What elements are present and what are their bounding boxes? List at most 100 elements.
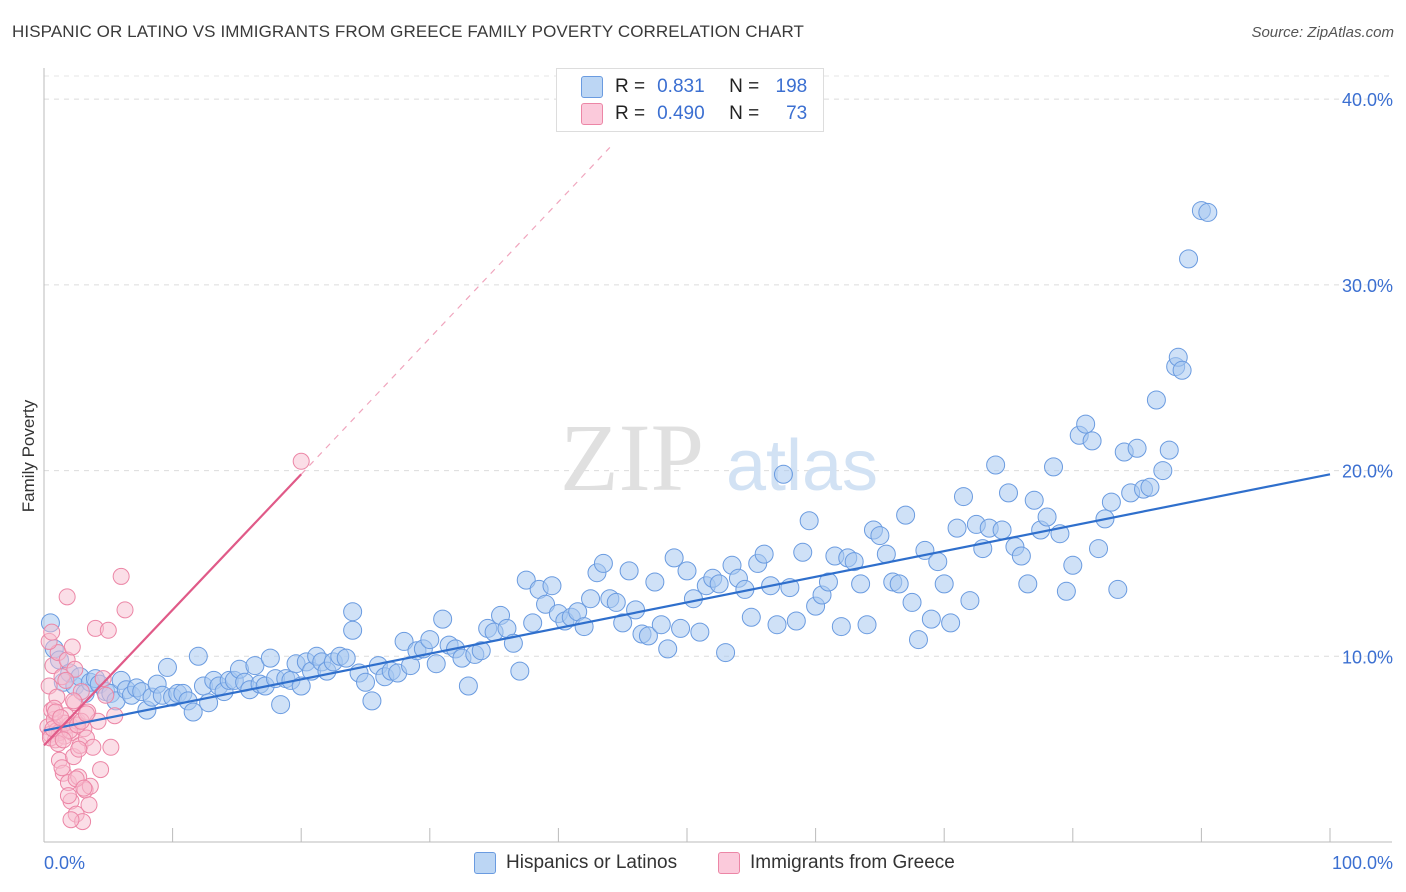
axes	[43, 68, 1392, 843]
data-point-hispanics	[542, 576, 562, 596]
tick-labels: 10.0% 20.0% 30.0% 40.0% 0.0% 100.0%	[44, 90, 1393, 873]
data-point-hispanics	[658, 639, 678, 659]
chart-title: HISPANIC OR LATINO VS IMMIGRANTS FROM GR…	[12, 22, 805, 41]
data-point-hispanics	[947, 518, 967, 538]
legend-label-greece: Immigrants from Greece	[750, 852, 955, 873]
correlation-legend: R = 0.831 N = 198 R = 0.490 N = 73	[556, 68, 824, 132]
data-point-hispanics	[1127, 438, 1147, 458]
data-point-hispanics	[786, 611, 806, 631]
watermark-atlas: atlas	[726, 426, 878, 506]
legend-swatch-blue	[581, 76, 603, 98]
data-point-hispanics	[902, 592, 922, 612]
y-axis-label: Family Poverty	[19, 399, 38, 512]
data-point-hispanics	[767, 615, 787, 635]
data-point-greece	[43, 623, 61, 641]
data-point-hispanics	[1108, 579, 1128, 599]
data-point-hispanics	[458, 676, 478, 696]
data-point-hispanics	[896, 505, 916, 525]
data-point-hispanics	[709, 574, 729, 594]
data-point-greece	[92, 761, 110, 779]
data-point-hispanics	[870, 526, 890, 546]
data-point-greece	[80, 796, 98, 814]
data-point-hispanics	[857, 615, 877, 635]
data-point-hispanics	[1172, 360, 1192, 380]
data-point-hispanics	[928, 552, 948, 572]
y-tick-label: 30.0%	[1342, 276, 1393, 296]
data-point-hispanics	[960, 591, 980, 611]
series-greece-points	[39, 452, 310, 831]
data-point-hispanics	[921, 609, 941, 629]
data-point-hispanics	[260, 648, 280, 668]
data-point-hispanics	[626, 600, 646, 620]
x-tick-label: 100.0%	[1332, 853, 1393, 873]
data-point-hispanics	[581, 589, 601, 609]
data-point-greece	[62, 811, 80, 829]
y-tick-label: 10.0%	[1342, 647, 1393, 667]
data-point-hispanics	[291, 676, 311, 696]
data-point-hispanics	[889, 574, 909, 594]
data-point-hispanics	[677, 561, 697, 581]
data-point-hispanics	[799, 511, 819, 531]
data-point-greece	[292, 452, 310, 470]
data-point-greece	[63, 638, 81, 656]
data-point-hispanics	[754, 544, 774, 564]
data-point-hispanics	[1140, 477, 1160, 497]
bottom-legend-item-greece: Immigrants from Greece	[718, 852, 955, 874]
data-point-hispanics	[516, 570, 536, 590]
data-point-hispanics	[1146, 390, 1166, 410]
data-point-hispanics	[851, 574, 871, 594]
data-point-hispanics	[690, 622, 710, 642]
data-point-hispanics	[793, 542, 813, 562]
data-point-hispanics	[1101, 492, 1121, 512]
data-point-hispanics	[510, 661, 530, 681]
legend-row-pink: R = 0.490 N = 73	[581, 102, 807, 126]
data-point-greece	[65, 692, 83, 710]
r-value-blue: 0.831	[657, 76, 705, 97]
data-point-hispanics	[1179, 249, 1199, 269]
data-point-hispanics	[986, 455, 1006, 475]
data-point-hispanics	[934, 574, 954, 594]
data-point-hispanics	[1063, 555, 1083, 575]
data-point-greece	[97, 686, 115, 704]
trend-line-greece	[43, 473, 302, 747]
data-point-greece	[57, 671, 75, 689]
data-point-greece	[102, 738, 120, 756]
data-point-hispanics	[664, 548, 684, 568]
data-point-greece	[99, 621, 117, 639]
r-label: R =	[615, 76, 646, 97]
data-point-hispanics	[818, 572, 838, 592]
n-label: N =	[729, 76, 760, 97]
data-point-hispanics	[1153, 461, 1173, 481]
data-point-greece	[66, 660, 84, 678]
x-tick-label: 0.0%	[44, 853, 85, 873]
data-point-hispanics	[953, 487, 973, 507]
data-point-hispanics	[420, 630, 440, 650]
data-point-hispanics	[183, 702, 203, 722]
n-value-blue: 198	[775, 76, 808, 97]
y-tick-label: 20.0%	[1342, 462, 1393, 482]
data-point-hispanics	[645, 572, 665, 592]
data-point-hispanics	[844, 552, 864, 572]
data-point-greece	[116, 601, 134, 619]
data-point-hispanics	[271, 695, 291, 715]
n-label: N =	[729, 103, 760, 124]
data-point-hispanics	[1044, 457, 1064, 477]
data-point-greece	[112, 567, 130, 585]
data-point-greece	[77, 705, 95, 723]
data-point-hispanics	[651, 615, 671, 635]
data-point-hispanics	[343, 620, 363, 640]
legend-swatch-pink	[581, 103, 603, 125]
data-point-hispanics	[1076, 414, 1096, 434]
data-point-hispanics	[245, 656, 265, 676]
data-point-hispanics	[188, 646, 208, 666]
data-point-hispanics	[638, 626, 658, 646]
data-point-hispanics	[613, 613, 633, 633]
data-point-hispanics	[394, 631, 414, 651]
n-value-pink: 73	[786, 103, 808, 124]
data-point-hispanics	[471, 641, 491, 661]
data-point-greece	[94, 670, 112, 688]
data-point-hispanics	[1056, 581, 1076, 601]
legend-row-blue: R = 0.831 N = 198	[581, 75, 807, 99]
data-point-hispanics	[157, 657, 177, 677]
r-value-pink: 0.490	[657, 103, 705, 124]
